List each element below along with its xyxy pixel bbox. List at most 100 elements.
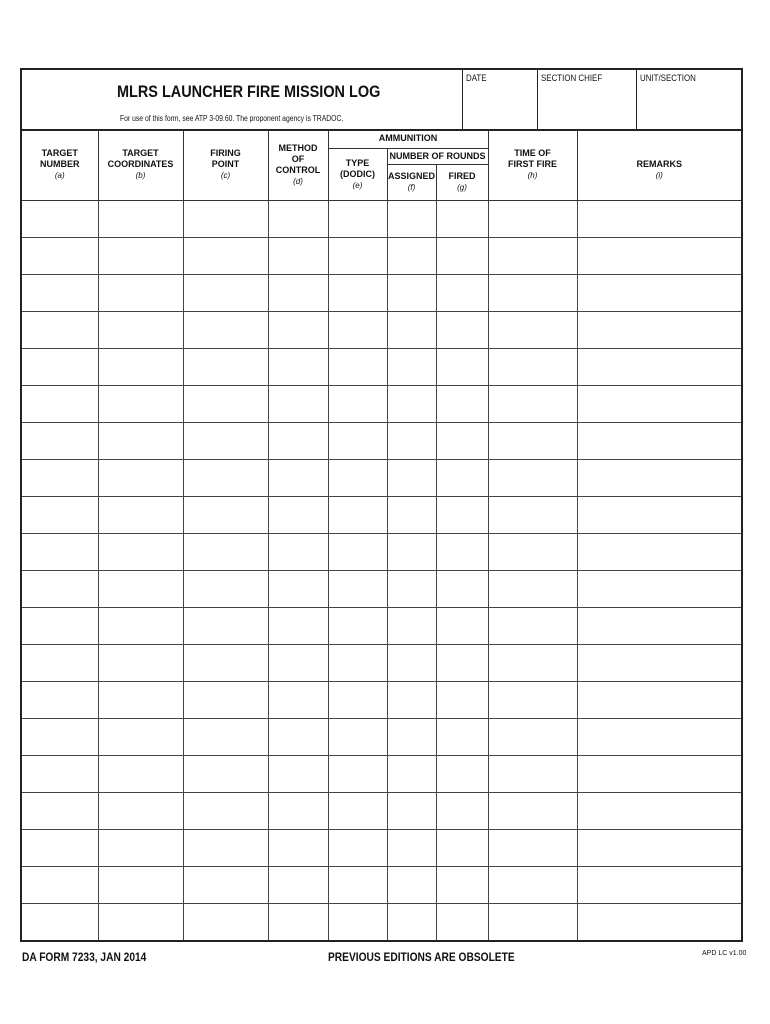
assigned-cell[interactable] <box>386 717 437 756</box>
remarks-cell[interactable] <box>576 532 741 571</box>
target-number-cell[interactable] <box>22 569 99 608</box>
target-coordinates-cell[interactable] <box>97 569 184 608</box>
firing-point-cell[interactable] <box>182 717 269 756</box>
type-dodic-cell[interactable] <box>327 717 388 756</box>
fired-cell[interactable] <box>435 643 489 682</box>
assigned-cell[interactable] <box>386 347 437 386</box>
fired-cell[interactable] <box>435 273 489 312</box>
target-coordinates-cell[interactable] <box>97 273 184 312</box>
method-of-control-cell[interactable] <box>267 347 329 386</box>
remarks-cell[interactable] <box>576 828 741 867</box>
target-coordinates-cell[interactable] <box>97 458 184 497</box>
type-dodic-cell[interactable] <box>327 828 388 867</box>
date-field[interactable]: DATE <box>462 70 537 129</box>
method-of-control-cell[interactable] <box>267 717 329 756</box>
type-dodic-cell[interactable] <box>327 643 388 682</box>
target-coordinates-cell[interactable] <box>97 754 184 793</box>
firing-point-cell[interactable] <box>182 495 269 534</box>
target-number-cell[interactable] <box>22 828 99 867</box>
type-dodic-cell[interactable] <box>327 384 388 423</box>
type-dodic-cell[interactable] <box>327 865 388 904</box>
time-of-first-fire-cell[interactable] <box>487 273 578 312</box>
target-coordinates-cell[interactable] <box>97 902 184 940</box>
target-coordinates-cell[interactable] <box>97 643 184 682</box>
time-of-first-fire-cell[interactable] <box>487 717 578 756</box>
firing-point-cell[interactable] <box>182 273 269 312</box>
assigned-cell[interactable] <box>386 273 437 312</box>
assigned-cell[interactable] <box>386 902 437 940</box>
assigned-cell[interactable] <box>386 680 437 719</box>
target-coordinates-cell[interactable] <box>97 717 184 756</box>
target-coordinates-cell[interactable] <box>97 828 184 867</box>
method-of-control-cell[interactable] <box>267 791 329 830</box>
fired-cell[interactable] <box>435 754 489 793</box>
firing-point-cell[interactable] <box>182 458 269 497</box>
time-of-first-fire-cell[interactable] <box>487 421 578 460</box>
type-dodic-cell[interactable] <box>327 236 388 275</box>
method-of-control-cell[interactable] <box>267 236 329 275</box>
assigned-cell[interactable] <box>386 791 437 830</box>
type-dodic-cell[interactable] <box>327 902 388 940</box>
firing-point-cell[interactable] <box>182 569 269 608</box>
firing-point-cell[interactable] <box>182 643 269 682</box>
target-coordinates-cell[interactable] <box>97 199 184 238</box>
type-dodic-cell[interactable] <box>327 421 388 460</box>
assigned-cell[interactable] <box>386 310 437 349</box>
assigned-cell[interactable] <box>386 606 437 645</box>
target-coordinates-cell[interactable] <box>97 495 184 534</box>
assigned-cell[interactable] <box>386 643 437 682</box>
time-of-first-fire-cell[interactable] <box>487 310 578 349</box>
fired-cell[interactable] <box>435 310 489 349</box>
assigned-cell[interactable] <box>386 865 437 904</box>
time-of-first-fire-cell[interactable] <box>487 384 578 423</box>
firing-point-cell[interactable] <box>182 865 269 904</box>
unit-section-field[interactable]: UNIT/SECTION <box>636 70 741 129</box>
target-number-cell[interactable] <box>22 643 99 682</box>
remarks-cell[interactable] <box>576 199 741 238</box>
type-dodic-cell[interactable] <box>327 754 388 793</box>
type-dodic-cell[interactable] <box>327 495 388 534</box>
target-number-cell[interactable] <box>22 606 99 645</box>
assigned-cell[interactable] <box>386 236 437 275</box>
remarks-cell[interactable] <box>576 347 741 386</box>
assigned-cell[interactable] <box>386 495 437 534</box>
method-of-control-cell[interactable] <box>267 421 329 460</box>
time-of-first-fire-cell[interactable] <box>487 569 578 608</box>
firing-point-cell[interactable] <box>182 310 269 349</box>
remarks-cell[interactable] <box>576 754 741 793</box>
remarks-cell[interactable] <box>576 865 741 904</box>
time-of-first-fire-cell[interactable] <box>487 754 578 793</box>
target-number-cell[interactable] <box>22 791 99 830</box>
remarks-cell[interactable] <box>576 384 741 423</box>
type-dodic-cell[interactable] <box>327 458 388 497</box>
method-of-control-cell[interactable] <box>267 606 329 645</box>
target-number-cell[interactable] <box>22 680 99 719</box>
remarks-cell[interactable] <box>576 273 741 312</box>
target-number-cell[interactable] <box>22 421 99 460</box>
type-dodic-cell[interactable] <box>327 310 388 349</box>
remarks-cell[interactable] <box>576 680 741 719</box>
remarks-cell[interactable] <box>576 495 741 534</box>
fired-cell[interactable] <box>435 828 489 867</box>
method-of-control-cell[interactable] <box>267 680 329 719</box>
target-coordinates-cell[interactable] <box>97 236 184 275</box>
assigned-cell[interactable] <box>386 532 437 571</box>
target-coordinates-cell[interactable] <box>97 606 184 645</box>
time-of-first-fire-cell[interactable] <box>487 495 578 534</box>
fired-cell[interactable] <box>435 421 489 460</box>
remarks-cell[interactable] <box>576 421 741 460</box>
firing-point-cell[interactable] <box>182 902 269 940</box>
target-number-cell[interactable] <box>22 384 99 423</box>
time-of-first-fire-cell[interactable] <box>487 236 578 275</box>
fired-cell[interactable] <box>435 458 489 497</box>
target-coordinates-cell[interactable] <box>97 310 184 349</box>
method-of-control-cell[interactable] <box>267 458 329 497</box>
time-of-first-fire-cell[interactable] <box>487 606 578 645</box>
time-of-first-fire-cell[interactable] <box>487 458 578 497</box>
fired-cell[interactable] <box>435 495 489 534</box>
method-of-control-cell[interactable] <box>267 532 329 571</box>
firing-point-cell[interactable] <box>182 421 269 460</box>
assigned-cell[interactable] <box>386 421 437 460</box>
target-number-cell[interactable] <box>22 236 99 275</box>
assigned-cell[interactable] <box>386 384 437 423</box>
